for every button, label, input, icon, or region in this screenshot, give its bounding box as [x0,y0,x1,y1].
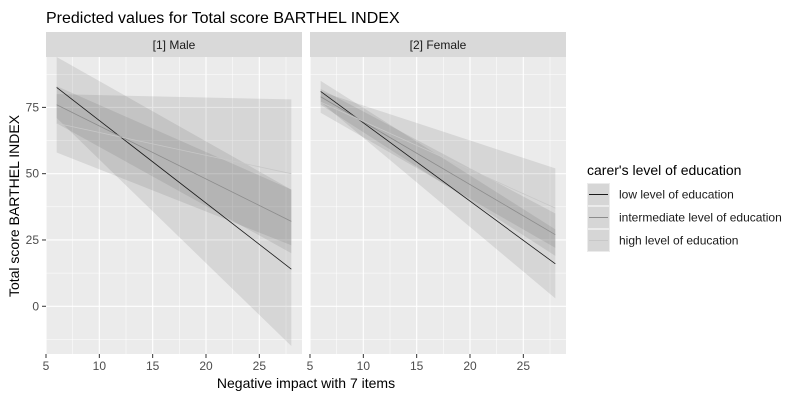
legend-label: high level of education [619,234,738,248]
series-line-3 [320,101,556,209]
confidence-band-1 [320,80,556,299]
legend-title: carer's level of education [587,162,741,178]
confidence-band-3 [320,91,556,248]
y-tick-label: 0 [32,299,39,313]
confidence-band-2 [320,88,556,256]
legend-label: intermediate level of education [619,211,782,225]
legend-item-3: high level of education [587,229,738,252]
confidence-band-3 [56,94,292,246]
facet-panels: [1] Male [2] Female [45,32,566,354]
legend: carer's level of education low level of … [587,162,782,252]
x-tick-label: 5 [43,359,50,373]
y-tick-label: 50 [26,167,40,181]
x-tick-label: 10 [93,359,107,373]
confidence-band-2 [56,86,292,254]
x-tick-label: 15 [146,359,160,373]
facet-strip [46,32,302,57]
panel-1: [1] Male [45,32,302,354]
y-axis: 0 25 50 75 [26,100,46,313]
x-tick-label: 20 [199,359,213,373]
x-tick-label: 20 [463,359,477,373]
series-line-1 [56,87,292,270]
legend-item-1: low level of education [587,183,734,206]
x-axis-label: Negative impact with 7 items [217,375,395,391]
chart-title: Predicted values for Total score BARTHEL… [46,10,400,27]
x-tick-label: 15 [410,359,424,373]
series-line-3 [56,122,292,175]
x-tick-label: 25 [253,359,267,373]
series-line-2 [56,104,292,222]
x-axis: 5 10 15 20 25 5 10 15 20 25 [43,354,531,373]
y-tick-label: 75 [26,100,40,114]
x-tick-label: 25 [517,359,531,373]
y-tick-label: 25 [26,233,40,247]
legend-item-2: intermediate level of education [587,206,782,229]
y-axis-label: Total score BARTHEL INDEX [6,114,22,297]
legend-label: low level of education [619,188,734,202]
panel-2: [2] Female [309,32,566,354]
facet-strip-label: [2] Female [410,38,467,52]
x-tick-label: 5 [307,359,314,373]
x-tick-label: 10 [357,359,371,373]
facet-strip-label: [1] Male [153,38,196,52]
confidence-band-1 [56,57,292,347]
facet-strip [310,32,566,57]
